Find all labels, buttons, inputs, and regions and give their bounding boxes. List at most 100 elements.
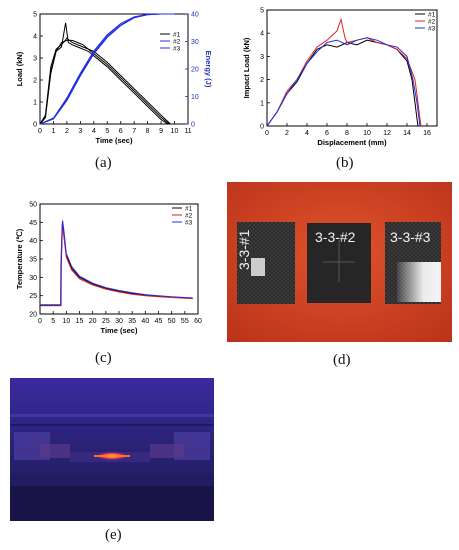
figure-panel-b: 0 2 4 6 8 10 12 14 16 0 1 2 3 4 5 Displacement (mm) Impa…	[235, 0, 459, 150]
y-tick-label: 2	[260, 77, 264, 84]
specimen-label-2: 3-3-#2	[315, 229, 356, 245]
y-tick-label: 2	[33, 78, 37, 85]
x-tick-label: 7	[132, 128, 136, 135]
y-axis-label: Impact Load (kN)	[242, 37, 251, 98]
x-tick-label: 45	[155, 318, 163, 325]
x-tick-label: 4	[92, 128, 96, 135]
x-tick-label: 55	[181, 318, 189, 325]
y2-tick-label: 40	[191, 12, 199, 19]
specimen-label-3: 3-3-#3	[390, 229, 431, 245]
x-tick-label: 20	[89, 318, 97, 325]
x-tick-label: 25	[102, 318, 110, 325]
legend-label-2: #2	[428, 19, 436, 26]
legend-label-3: #3	[428, 26, 436, 33]
thermal-image	[10, 378, 214, 521]
x-tick-label: 8	[146, 128, 150, 135]
y-tick-label: 4	[33, 34, 37, 41]
figure-panel-a: 0 1 2 3 4 5 6 7 8 9 10 11 0 1 2 3 4 5 Time (sec) Load (kN) 0…	[0, 0, 225, 150]
series-line-3	[266, 37, 421, 127]
y-tick-label: 0	[33, 122, 37, 129]
x-axis-label: Displacement (mm)	[317, 138, 387, 147]
specimen-2: 3-3-#2	[307, 223, 371, 303]
x-tick-label: 14	[403, 130, 411, 137]
x-tick-label: 0	[38, 128, 42, 135]
energy-line-3	[39, 13, 175, 125]
series-line-1	[39, 37, 170, 125]
chart-c: 0 5 10 15 20 25 30 35 40 45 50 55 60 20 25 30 35 40 45 50 Ti…	[15, 202, 202, 336]
y-tick-label: 3	[33, 56, 37, 63]
y-axis-label: Load (kN)	[15, 51, 24, 86]
caption-c: (c)	[95, 350, 112, 366]
caption-b: (b)	[336, 155, 354, 171]
series-line-2	[266, 17, 422, 127]
x-tick-label: 40	[141, 318, 149, 325]
figure-panel-c: 0 5 10 15 20 25 30 35 40 45 50 55 60 20 25 30 35 40 45 50 Ti…	[0, 190, 215, 340]
y-tick-label: 5	[260, 8, 264, 15]
legend-label-2: #2	[185, 213, 193, 220]
x-tick-label: 10	[171, 128, 179, 135]
caption-a: (a)	[95, 155, 112, 171]
y-tick-label: 4	[260, 31, 264, 38]
legend-label-3: #3	[173, 46, 181, 53]
energy-line-2	[39, 13, 175, 125]
x-tick-label: 9	[159, 128, 163, 135]
x-tick-label: 2	[65, 128, 69, 135]
x-tick-label: 3	[78, 128, 82, 135]
y2-tick-label: 20	[191, 67, 199, 74]
x-axis-label: Time (sec)	[96, 136, 133, 145]
y-tick-label: 25	[29, 293, 37, 300]
specimen-photo-svg: 3-3-#1 3-3-#2 3-3-#3	[227, 182, 452, 342]
x-tick-label: 12	[383, 130, 391, 137]
y-tick-label: 50	[29, 202, 37, 209]
series-line-1	[40, 222, 193, 307]
legend-label-2: #2	[173, 39, 181, 46]
x-tick-label: 15	[76, 318, 84, 325]
x-tick-label: 10	[363, 130, 371, 137]
plot-frame	[266, 9, 438, 127]
legend-label-1: #1	[428, 12, 436, 19]
y-tick-label: 1	[260, 100, 264, 107]
x-tick-label: 16	[423, 130, 431, 137]
y2-tick-label: 10	[191, 94, 199, 101]
legend-label-1: #1	[185, 206, 193, 213]
x-tick-label: 11	[184, 128, 191, 135]
series-line-2	[40, 224, 193, 306]
y-tick-label: 0	[260, 124, 264, 131]
x-tick-label: 6	[119, 128, 123, 135]
caption-e: (e)	[105, 527, 122, 543]
x-tick-label: 10	[62, 318, 70, 325]
x-tick-label: 2	[285, 130, 289, 137]
caption-d: (d)	[333, 352, 351, 368]
x-tick-label: 1	[52, 128, 56, 135]
y-axis-label: Temperature (℃)	[15, 228, 24, 289]
x-tick-label: 0	[38, 318, 42, 325]
x-tick-label: 0	[265, 130, 269, 137]
y-tick-label: 45	[29, 220, 37, 227]
legend-label-1: #1	[173, 32, 181, 39]
thermal-image-svg	[10, 378, 214, 521]
x-tick-label: 60	[194, 318, 202, 325]
y-tick-label: 3	[260, 54, 264, 61]
y-tick-label: 35	[29, 257, 37, 264]
x-tick-label: 6	[325, 130, 329, 137]
series-line-1	[266, 39, 419, 127]
x-tick-label: 5	[51, 318, 55, 325]
y-tick-label: 5	[33, 12, 37, 19]
x-tick-label: 4	[305, 130, 309, 137]
y-tick-label: 1	[33, 100, 37, 107]
x-tick-label: 5	[105, 128, 109, 135]
specimen-1: 3-3-#1	[236, 222, 295, 304]
specimen-photo: 3-3-#1 3-3-#2 3-3-#3	[227, 182, 452, 342]
x-tick-label: 35	[128, 318, 136, 325]
y-tick-label: 30	[29, 275, 37, 282]
y2-tick-label: 30	[191, 39, 199, 46]
y-tick-label: 20	[29, 312, 37, 319]
series-line-3	[39, 39, 171, 125]
y2-axis-label: Energy (J)	[204, 51, 213, 88]
series-line-3	[40, 220, 193, 306]
legend-label-3: #3	[185, 220, 193, 227]
specimen-label-1: 3-3-#1	[236, 229, 252, 270]
specimen-3: 3-3-#3	[385, 222, 441, 304]
